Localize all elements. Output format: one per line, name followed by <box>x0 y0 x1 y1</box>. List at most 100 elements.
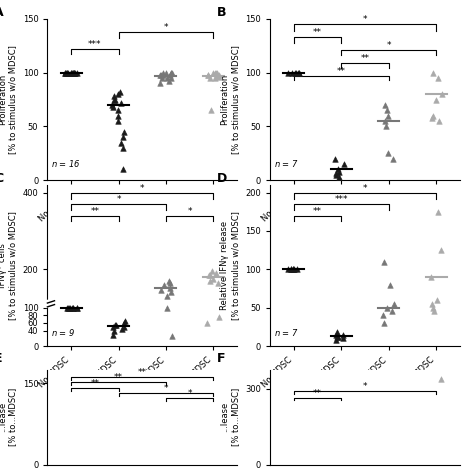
Point <box>212 269 219 277</box>
Text: ***: *** <box>335 195 348 204</box>
Point <box>168 69 175 76</box>
Point <box>386 281 394 288</box>
Text: *: * <box>187 207 192 216</box>
Y-axis label: IFNγ⁺ cells
[% to stimulus w/o MDSC]: IFNγ⁺ cells [% to stimulus w/o MDSC] <box>0 211 17 320</box>
Point <box>110 92 118 100</box>
Point <box>391 300 398 308</box>
Point <box>111 321 118 328</box>
Text: **: ** <box>114 373 123 382</box>
Point <box>332 169 339 176</box>
Y-axis label: ...lease
[% to...MDSC]: ...lease [% to...MDSC] <box>0 388 17 446</box>
Point <box>213 71 220 79</box>
Text: *: * <box>363 382 367 391</box>
Point <box>290 265 297 273</box>
Point <box>381 117 389 125</box>
Point <box>156 71 164 79</box>
Point <box>165 277 173 284</box>
Point <box>114 91 122 98</box>
Point <box>166 285 174 292</box>
Point <box>382 123 390 130</box>
Point <box>381 101 388 109</box>
Point <box>340 335 347 342</box>
Point <box>284 69 292 76</box>
Text: *: * <box>363 15 367 24</box>
Point <box>120 128 128 136</box>
Text: $n$ = 16: $n$ = 16 <box>51 158 81 169</box>
Point <box>381 258 388 265</box>
Point <box>168 333 175 340</box>
Point <box>167 289 175 296</box>
Point <box>287 265 295 273</box>
Point <box>204 71 212 79</box>
Point <box>209 69 217 76</box>
Point <box>164 74 171 82</box>
Point <box>284 265 292 273</box>
Text: $n$ = 9: $n$ = 9 <box>51 328 76 338</box>
Point <box>114 107 121 114</box>
Text: **: ** <box>313 28 322 37</box>
Point <box>437 246 444 254</box>
Point <box>161 281 168 288</box>
Text: *: * <box>164 23 168 32</box>
Point <box>165 77 173 85</box>
Point <box>119 144 127 152</box>
Text: **: ** <box>313 207 322 216</box>
Point <box>119 133 127 141</box>
Text: *: * <box>187 390 192 399</box>
Point <box>73 304 81 311</box>
Point <box>112 321 119 328</box>
Point <box>69 304 77 311</box>
Text: B: B <box>217 6 227 19</box>
Point <box>389 155 397 163</box>
Point <box>429 304 437 311</box>
Point <box>166 279 173 286</box>
Point <box>67 69 75 76</box>
Point <box>435 74 442 82</box>
Point <box>167 74 174 82</box>
Point <box>158 74 165 82</box>
Point <box>67 69 75 76</box>
Point <box>168 69 175 76</box>
Point <box>63 304 71 311</box>
Point <box>339 331 346 338</box>
Y-axis label: Relative IFNγ release
[% to stimulus w/o MDSC]: Relative IFNγ release [% to stimulus w/o… <box>220 211 240 320</box>
Point <box>70 69 77 76</box>
Point <box>209 267 216 275</box>
Point <box>434 296 441 304</box>
Point <box>118 325 126 333</box>
Point <box>204 319 211 327</box>
Text: **: ** <box>91 207 99 216</box>
Text: E: E <box>0 352 3 365</box>
Point <box>159 69 167 76</box>
Text: *: * <box>116 195 121 204</box>
Point <box>120 319 128 327</box>
Point <box>332 171 339 179</box>
Point <box>383 107 391 114</box>
Point <box>334 333 341 341</box>
Point <box>291 69 299 76</box>
Point <box>64 304 72 311</box>
Point <box>65 304 73 311</box>
Point <box>288 265 295 273</box>
Point <box>385 112 392 119</box>
Point <box>70 69 78 76</box>
Point <box>71 69 78 76</box>
Point <box>167 69 175 76</box>
Point <box>64 69 71 76</box>
Point <box>206 271 213 279</box>
Point <box>294 69 301 76</box>
Point <box>215 71 223 79</box>
Point <box>430 308 438 315</box>
Point <box>335 173 343 181</box>
Point <box>334 165 341 173</box>
Point <box>204 71 211 79</box>
Point <box>109 331 117 338</box>
Point <box>157 287 165 294</box>
Point <box>332 331 339 338</box>
Point <box>71 69 79 76</box>
Point <box>295 69 302 76</box>
Point <box>211 69 219 76</box>
Point <box>63 69 71 76</box>
Point <box>215 73 223 81</box>
Point <box>109 323 117 331</box>
